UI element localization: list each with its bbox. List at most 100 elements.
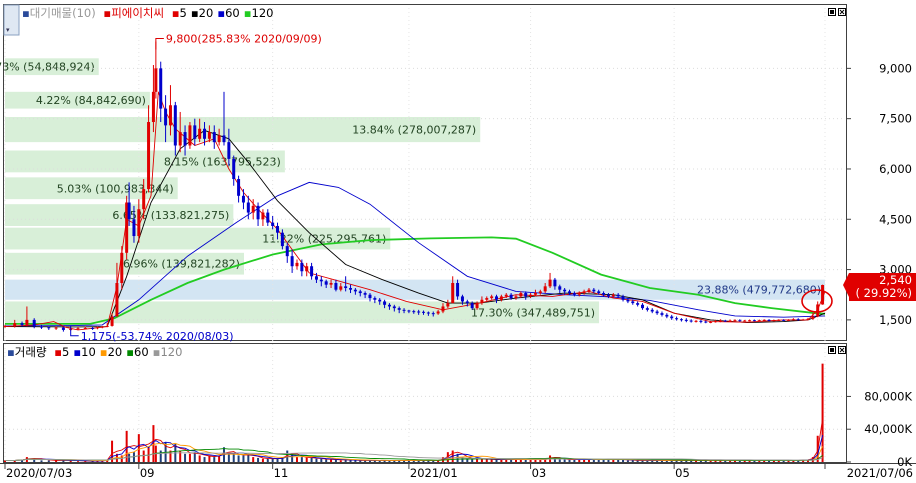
candle-body xyxy=(183,132,187,146)
volume-bar xyxy=(806,459,809,462)
volume-bar xyxy=(193,452,196,462)
volume-legend-ma-marker-icon: ▪ xyxy=(153,345,161,359)
volume-profile-band xyxy=(5,177,178,200)
candle-body xyxy=(679,319,683,321)
volume-profile-label: 23.88% (479,772,680) xyxy=(697,284,821,297)
legend-marker-icon: ▪ xyxy=(7,345,15,359)
candle-body xyxy=(271,222,275,226)
volume-profile-band xyxy=(5,91,150,109)
volume-bar xyxy=(184,453,187,462)
candle-body xyxy=(397,308,401,310)
volume-bar xyxy=(797,460,800,462)
volume-bar-layer xyxy=(4,363,824,462)
candle-body xyxy=(490,296,494,299)
candle-body xyxy=(105,325,109,327)
candle-body xyxy=(548,279,552,287)
volume-profile-band xyxy=(5,150,285,173)
candle-body xyxy=(704,321,708,323)
candle-body xyxy=(151,91,155,123)
volume-profile-label: 4.22% (84,842,690) xyxy=(36,94,146,107)
volume-bar xyxy=(704,460,707,462)
volume-bar xyxy=(763,460,766,462)
volume-bar xyxy=(13,460,16,462)
candle-body xyxy=(32,319,36,327)
volume-bar xyxy=(4,460,6,462)
candle-body xyxy=(460,296,464,302)
volume-bar xyxy=(237,455,240,462)
volume-bar xyxy=(777,460,780,462)
candle-body xyxy=(626,299,630,302)
candle-body xyxy=(728,320,732,322)
volume-bar xyxy=(198,455,201,462)
candle-body xyxy=(723,320,727,322)
ma20-line xyxy=(4,129,826,328)
volume-bar xyxy=(500,459,503,462)
volume-bar xyxy=(695,460,698,462)
candle-body xyxy=(383,301,387,305)
panel-toggle-button[interactable] xyxy=(3,4,20,36)
candle-body xyxy=(47,327,51,329)
volume-legend-ma-60: 60 xyxy=(134,345,149,359)
volume-profile-band xyxy=(5,252,244,275)
volume-legend-ma-marker-icon: ▪ xyxy=(73,345,81,359)
volume-bar xyxy=(227,453,230,462)
price-panel-controls xyxy=(828,8,846,16)
volume-bar xyxy=(305,457,308,462)
candle-body xyxy=(227,142,231,159)
legend-ma-marker-icon: ▪ xyxy=(217,6,225,20)
volume-profile-band xyxy=(5,301,600,324)
volume-bar xyxy=(137,434,140,462)
candle-body xyxy=(329,282,333,285)
volume-bar xyxy=(142,450,145,462)
volume-bar xyxy=(510,459,513,462)
volume-legend-ma-10: 10 xyxy=(81,345,96,359)
volume-bar xyxy=(286,450,289,462)
volume-bar xyxy=(485,459,488,462)
volume-bar xyxy=(257,457,260,462)
volume-close-icon-stroke-b xyxy=(839,347,845,353)
candle-body xyxy=(261,212,265,220)
legend-stock-name: 피에이치씨 xyxy=(111,6,164,20)
volume-bar xyxy=(631,460,634,462)
candle-body xyxy=(95,327,99,329)
candle-body xyxy=(558,286,562,290)
volume-bar xyxy=(232,453,235,462)
volume-bar xyxy=(152,425,155,462)
volume-bar xyxy=(315,458,318,462)
candle-body xyxy=(237,179,241,196)
candle-body xyxy=(811,316,815,319)
candle-body xyxy=(358,291,362,294)
volume-bar xyxy=(563,459,566,462)
volume-panel-controls xyxy=(828,346,846,354)
candle-body xyxy=(314,276,318,280)
candle-body xyxy=(402,309,406,311)
legend-text: ▪대기매물(10) ▪피에이치씨 ▪5 ▪20 ▪60 ▪120 xyxy=(22,6,274,20)
candle-body xyxy=(572,293,576,295)
volume-bar xyxy=(670,460,673,462)
ma60-line xyxy=(4,181,826,327)
candle-body xyxy=(504,294,508,297)
x-tick-label: 05 xyxy=(675,466,690,480)
candle-body xyxy=(3,325,7,327)
candle-body xyxy=(222,135,226,143)
volume-bar xyxy=(320,458,323,462)
volume-profile-band xyxy=(5,227,391,250)
candle-body xyxy=(465,301,469,304)
volume-bar xyxy=(69,460,72,462)
candle-body xyxy=(752,320,756,322)
candle-body xyxy=(801,319,805,321)
volume-bar xyxy=(719,460,722,462)
volume-bar xyxy=(388,460,391,462)
volume-bar xyxy=(47,460,50,462)
candle-body xyxy=(310,266,314,277)
volume-bar xyxy=(432,460,435,462)
volume-profile-label: 6.96% (139,821,282) xyxy=(123,258,240,271)
candle-body xyxy=(684,319,688,321)
candle-body xyxy=(655,311,659,314)
candle-body xyxy=(125,202,129,253)
candle-body xyxy=(611,294,615,297)
candle-body xyxy=(392,306,396,309)
volume-bar xyxy=(295,457,298,462)
volume-bar xyxy=(393,460,396,462)
